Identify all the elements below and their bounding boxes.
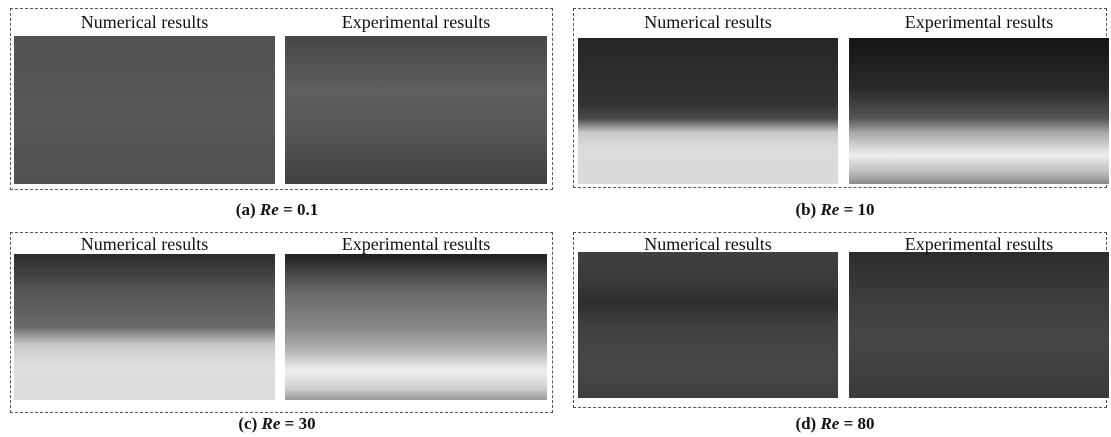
numerical-header: Numerical results — [578, 12, 838, 32]
caption-symbol: Re — [262, 414, 281, 433]
caption-value: = 0.1 — [283, 200, 318, 219]
figure: Numerical results Experimental results (a)… — [0, 0, 1111, 437]
numerical-image — [578, 252, 838, 398]
caption-symbol: Re — [260, 200, 279, 219]
experimental-header: Experimental results — [849, 12, 1109, 32]
experimental-header: Experimental results — [849, 234, 1109, 254]
caption-label: (d) — [795, 414, 816, 433]
numerical-header: Numerical results — [578, 234, 838, 254]
caption-symbol: Re — [820, 414, 839, 433]
numerical-header: Numerical results — [14, 234, 275, 254]
numerical-image — [578, 38, 838, 184]
experimental-image — [849, 38, 1109, 184]
caption-value: = 30 — [285, 414, 316, 433]
experimental-header: Experimental results — [285, 12, 547, 32]
caption-label: (a) — [236, 200, 256, 219]
numerical-image — [14, 254, 275, 400]
panel-caption: (c) Re = 30 — [127, 414, 427, 434]
panel-caption: (d) Re = 80 — [685, 414, 985, 434]
numerical-image — [14, 36, 275, 184]
experimental-image — [849, 252, 1109, 398]
experimental-image — [285, 254, 547, 400]
caption-label: (b) — [795, 200, 816, 219]
caption-label: (c) — [238, 414, 257, 433]
experimental-image — [285, 36, 547, 184]
panel-caption: (b) Re = 10 — [685, 200, 985, 220]
experimental-header: Experimental results — [285, 234, 547, 254]
numerical-header: Numerical results — [14, 12, 275, 32]
caption-value: = 80 — [844, 414, 875, 433]
caption-value: = 10 — [844, 200, 875, 219]
panel-caption: (a) Re = 0.1 — [127, 200, 427, 220]
caption-symbol: Re — [820, 200, 839, 219]
